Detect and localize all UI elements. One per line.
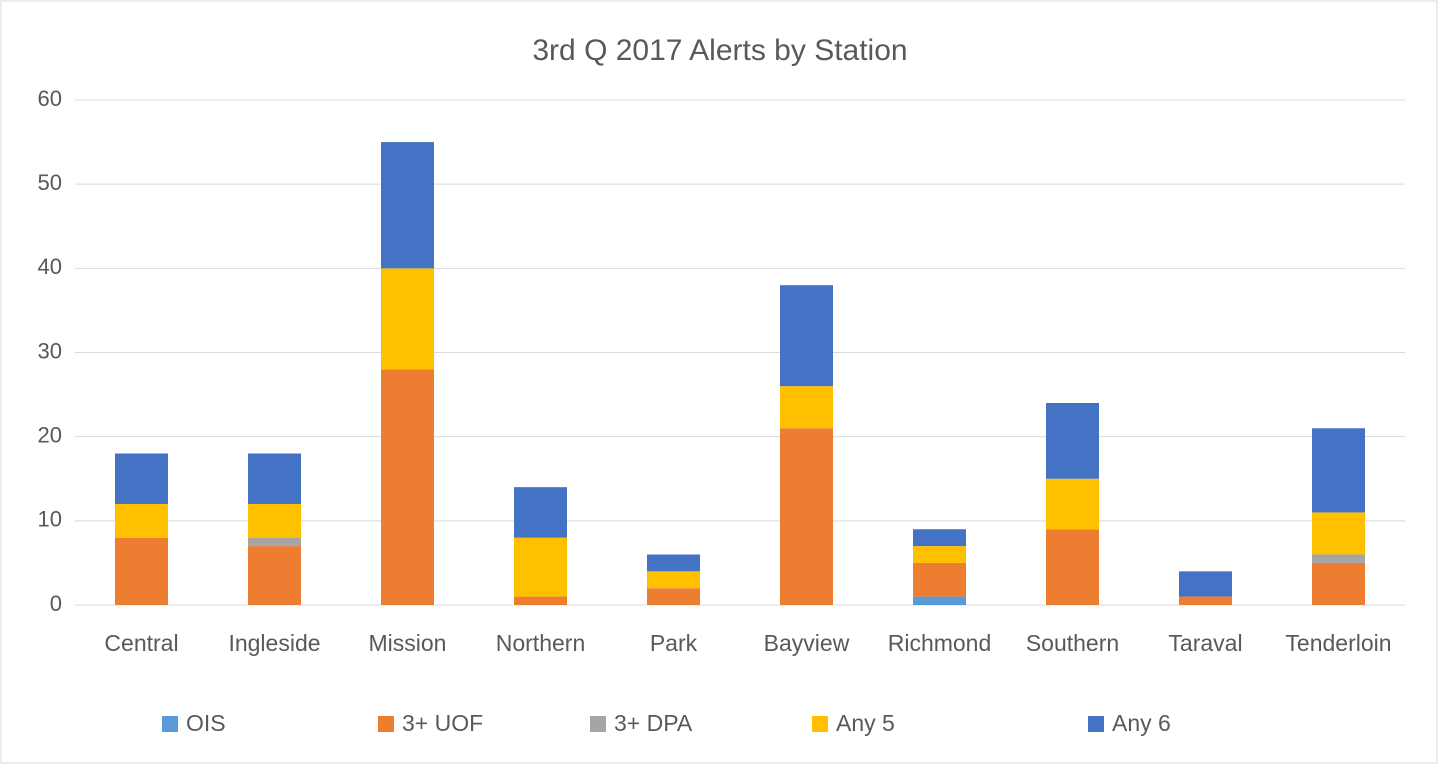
x-tick-label: Mission (369, 630, 447, 656)
legend-label: Any 6 (1112, 710, 1171, 736)
y-tick-label: 40 (38, 254, 62, 279)
legend-swatch (378, 716, 394, 732)
bar-segment (248, 453, 301, 504)
bar-segment (647, 571, 700, 589)
x-tick-label: Central (104, 630, 178, 656)
bar-segment (913, 562, 966, 597)
bar-segment (248, 546, 301, 605)
bar-segment (913, 529, 966, 547)
bar-segment (1312, 428, 1365, 513)
legend-swatch (1088, 716, 1104, 732)
bar-segment (381, 369, 434, 605)
y-tick-label: 0 (50, 591, 62, 616)
bar-segment (248, 537, 301, 547)
bar-segment (1046, 529, 1099, 605)
bar-segment (115, 504, 168, 538)
bar-segment (647, 588, 700, 605)
bar-segment (1046, 478, 1099, 530)
bar-segment (381, 142, 434, 269)
bar-segment (780, 428, 833, 605)
y-tick-label: 60 (38, 86, 62, 111)
bar-segment (1312, 512, 1365, 555)
bar-segment (1046, 403, 1099, 479)
x-tick-label: Taraval (1168, 630, 1242, 656)
bar-segment (1179, 596, 1232, 605)
legend-swatch (590, 716, 606, 732)
x-tick-label: Tenderloin (1285, 630, 1391, 656)
legend-swatch (812, 716, 828, 732)
legend-label: 3+ DPA (614, 710, 693, 736)
x-tick-label: Richmond (888, 630, 992, 656)
y-tick-label: 30 (38, 338, 62, 363)
bar-segment (913, 546, 966, 563)
x-tick-label: Ingleside (228, 630, 320, 656)
bar-segment (514, 487, 567, 538)
x-tick-label: Northern (496, 630, 585, 656)
bar-segment (514, 596, 567, 605)
legend-label: 3+ UOF (402, 710, 483, 736)
bar-segment (1312, 554, 1365, 563)
legend-swatch (162, 716, 178, 732)
bar-segment (780, 285, 833, 387)
bar-segment (647, 554, 700, 572)
bar-segment (1312, 562, 1365, 605)
bar-segment (514, 537, 567, 597)
y-tick-label: 50 (38, 170, 62, 195)
bar-segment (381, 268, 434, 370)
chart-title: 3rd Q 2017 Alerts by Station (532, 34, 907, 67)
x-tick-label: Southern (1026, 630, 1119, 656)
bar-segment (780, 386, 833, 429)
legend-label: Any 5 (836, 710, 895, 736)
bar-segment (913, 596, 966, 605)
bar-segment (1179, 571, 1232, 597)
bar-segment (248, 504, 301, 538)
x-tick-label: Bayview (764, 630, 850, 656)
bar-segment (115, 537, 168, 605)
x-tick-label: Park (650, 630, 698, 656)
y-tick-label: 20 (38, 422, 62, 447)
legend-label: OIS (186, 710, 226, 736)
y-tick-label: 10 (38, 507, 62, 532)
bar-segment (115, 453, 168, 504)
